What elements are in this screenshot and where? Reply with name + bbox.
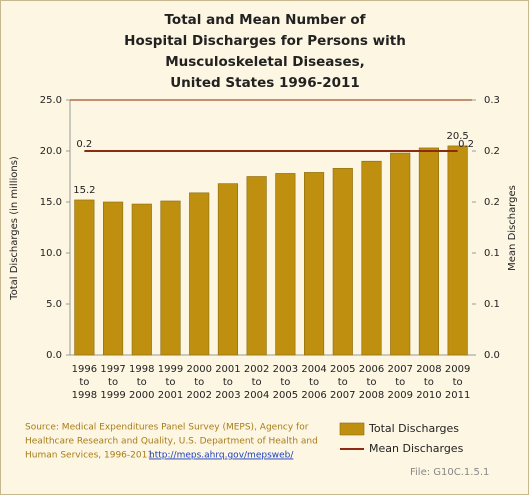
y2-tick-label: 0.0	[484, 350, 500, 361]
x-tick-label: 2008	[416, 364, 441, 375]
y2-tick-label: 0.2	[484, 197, 500, 208]
x-tick-label: 2006	[359, 364, 384, 375]
x-tick-label: 2000	[129, 390, 154, 401]
x-tick-label: to	[223, 377, 233, 388]
x-tick-label: 2006	[301, 390, 326, 401]
x-tick-label: to	[280, 377, 290, 388]
x-tick-label: 2005	[330, 364, 355, 375]
x-tick-label: 2002	[244, 364, 269, 375]
data-label: 15.2	[73, 185, 95, 196]
bar	[131, 203, 152, 356]
x-tick-label: 2001	[215, 364, 240, 375]
bar	[275, 173, 296, 356]
y2-tick-label: 0.1	[484, 299, 500, 310]
chart-title: United States 1996-2011	[170, 75, 360, 91]
y2-tick-label: 0.3	[484, 95, 500, 106]
x-tick-label: 2001	[158, 390, 183, 401]
x-tick-label: to	[194, 377, 204, 388]
x-tick-label: 1999	[158, 364, 183, 375]
y-tick-label: 25.0	[40, 95, 62, 106]
chart-title: Hospital Discharges for Persons with	[124, 33, 406, 49]
bar	[447, 145, 468, 356]
data-label: 0.2	[76, 139, 92, 150]
x-tick-label: 1998	[72, 390, 97, 401]
bar	[189, 192, 210, 356]
chart-title: Musculoskeletal Diseases,	[165, 54, 365, 70]
x-tick-label: to	[424, 377, 434, 388]
y-tick-label: 20.0	[40, 146, 62, 157]
x-tick-label: to	[137, 377, 147, 388]
bar	[217, 183, 238, 356]
y-tick-label: 0.0	[46, 350, 62, 361]
source: Human Services, 1996-2011	[25, 451, 153, 461]
y-axis-title: Total Discharges (in millions)	[9, 156, 20, 301]
legend-swatch	[339, 422, 365, 436]
bar	[304, 172, 325, 356]
y-tick-label: 10.0	[40, 248, 62, 259]
bar	[246, 176, 267, 356]
bar	[332, 168, 353, 356]
y2-tick-label: 0.1	[484, 248, 500, 259]
x-tick-label: 1997	[100, 364, 125, 375]
x-tick-label: 2010	[416, 390, 441, 401]
x-tick-label: 2007	[330, 390, 355, 401]
y2-axis-title: Mean Discharges	[507, 185, 518, 271]
x-tick-label: to	[366, 377, 376, 388]
chart-title: Total and Mean Number of	[165, 12, 366, 28]
bar	[160, 200, 181, 356]
data-label: 20.5	[447, 131, 469, 142]
x-tick-label: to	[453, 377, 463, 388]
x-tick-label: 1996	[72, 364, 97, 375]
bar	[361, 160, 382, 356]
source: Healthcare Research and Quality, U.S. De…	[25, 437, 318, 447]
y-tick-label: 15.0	[40, 197, 62, 208]
x-tick-label: 2004	[301, 364, 326, 375]
data-label: 0.2	[458, 139, 474, 150]
bar	[418, 147, 439, 356]
x-tick-label: to	[338, 377, 348, 388]
x-tick-label: 2007	[387, 364, 412, 375]
bar	[390, 152, 411, 356]
x-tick-label: 2011	[445, 390, 470, 401]
file-id: File: G10C.1.5.1	[410, 467, 489, 478]
x-tick-label: 2002	[186, 390, 211, 401]
x-tick-label: 1999	[100, 390, 125, 401]
bar	[74, 199, 95, 356]
x-tick-label: 2009	[387, 390, 412, 401]
x-tick-label: 2004	[244, 390, 269, 401]
y-tick-label: 5.0	[46, 299, 62, 310]
x-tick-label: to	[395, 377, 405, 388]
x-tick-label: 2003	[273, 364, 298, 375]
bar	[103, 201, 124, 356]
x-tick-label: to	[252, 377, 262, 388]
y2-tick-label: 0.2	[484, 146, 500, 157]
source-link[interactable]: http://meps.ahrq.gov/mepsweb/	[149, 451, 294, 461]
x-tick-label: to	[79, 377, 89, 388]
x-tick-label: 1998	[129, 364, 154, 375]
x-tick-label: 2005	[273, 390, 298, 401]
legend-label: Mean Discharges	[369, 442, 464, 455]
x-tick-label: 2009	[445, 364, 470, 375]
x-tick-label: 2008	[359, 390, 384, 401]
source: Source: Medical Expenditures Panel Surve…	[25, 423, 309, 433]
x-tick-label: to	[309, 377, 319, 388]
x-tick-label: to	[108, 377, 118, 388]
x-tick-label: to	[165, 377, 175, 388]
legend-label: Total Discharges	[368, 422, 459, 435]
x-tick-label: 2000	[186, 364, 211, 375]
x-tick-label: 2003	[215, 390, 240, 401]
